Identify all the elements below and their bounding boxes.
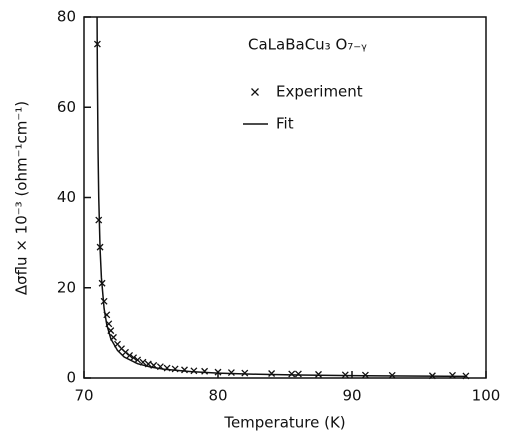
x-tick-label: 70 (74, 387, 93, 405)
y-tick-label: 0 (66, 369, 76, 387)
marker-x (130, 354, 138, 362)
y-tick-label: 40 (57, 188, 76, 206)
y-tick-label: 80 (57, 8, 76, 26)
x-axis-label: Temperature (K) (223, 414, 345, 432)
marker-x (315, 370, 322, 378)
marker-x (294, 370, 302, 378)
marker-x (268, 370, 276, 377)
marker-x (126, 351, 134, 359)
plot-frame (83, 16, 487, 379)
legend-label: Experiment (276, 83, 363, 101)
x-tick-label: 90 (342, 387, 361, 405)
marker-x (201, 367, 209, 375)
x-tick-label: 80 (208, 387, 227, 405)
legend-marker (251, 88, 259, 96)
marker-x (241, 369, 249, 377)
x-tick-label: 100 (472, 387, 501, 405)
legend-label: Fit (276, 115, 294, 133)
fit-line (96, 17, 466, 378)
marker-x (227, 369, 235, 377)
marker-x (288, 370, 296, 378)
y-tick-label: 60 (57, 98, 76, 116)
y-tick-label: 20 (57, 278, 76, 296)
marker-x (449, 371, 456, 379)
annotation: CaLaBaCu₃ O₇₋ᵧ (248, 36, 367, 54)
marker-x (190, 367, 198, 375)
y-axis-label: Δσflu × 10⁻³ (ohm⁻¹cm⁻¹) (13, 101, 31, 295)
marker-x (214, 368, 222, 376)
